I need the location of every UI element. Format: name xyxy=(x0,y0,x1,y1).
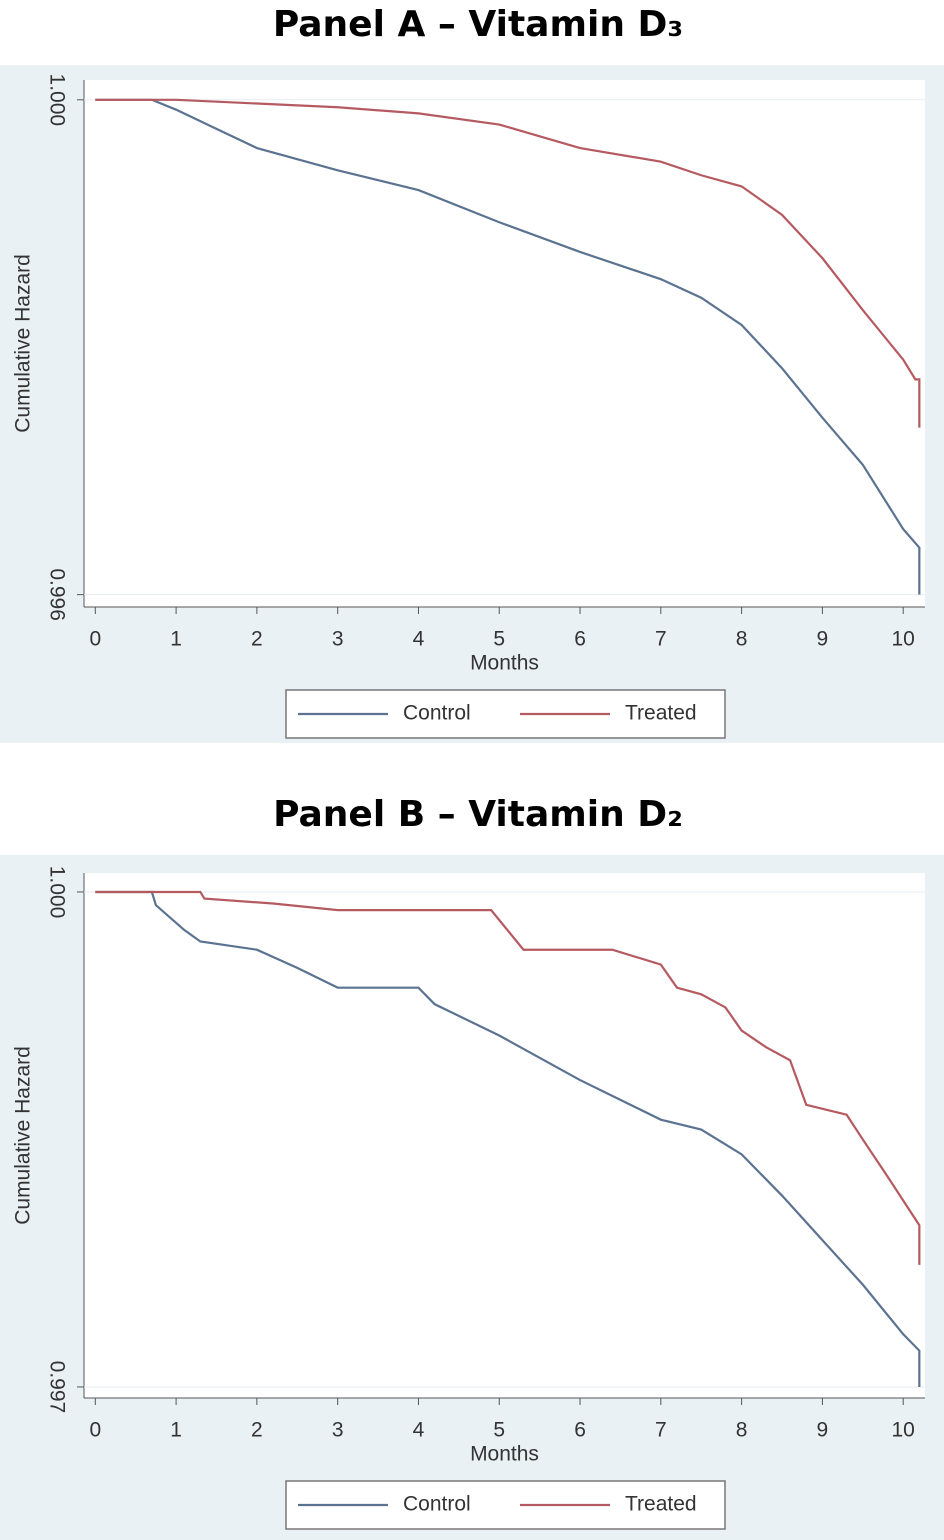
x-tick-label: 3 xyxy=(332,1419,344,1442)
x-tick-label: 4 xyxy=(413,628,425,651)
plot-area xyxy=(84,873,925,1398)
legend-label: Treated xyxy=(625,702,697,725)
legend-label: Treated xyxy=(625,1493,697,1516)
series-line xyxy=(95,890,921,1265)
y-tick-label: 0.997 xyxy=(45,1361,68,1414)
x-tick-label: 7 xyxy=(655,628,667,651)
y-tick-label: 0.996 xyxy=(45,568,68,621)
x-tick-label: 9 xyxy=(817,1419,829,1442)
x-tick-label: 1 xyxy=(170,628,182,651)
plot-area xyxy=(84,80,925,607)
y-axis-label: Cumulative Hazard xyxy=(12,1046,35,1225)
x-tick-label: 10 xyxy=(892,628,915,651)
x-tick-label: 6 xyxy=(574,628,586,651)
chart-title: Panel A – Vitamin D₃ xyxy=(273,4,683,45)
chart-title: Panel B – Vitamin D₂ xyxy=(273,794,683,835)
legend-label: Control xyxy=(403,1493,471,1516)
x-tick-label: 0 xyxy=(89,628,101,651)
x-axis-label: Months xyxy=(470,1443,539,1466)
x-tick-label: 0 xyxy=(89,1419,101,1442)
x-tick-label: 8 xyxy=(736,1419,748,1442)
x-tick-label: 7 xyxy=(655,1419,667,1442)
x-tick-label: 6 xyxy=(574,1419,586,1442)
x-tick-label: 8 xyxy=(736,628,748,651)
y-tick-label: 1.000 xyxy=(45,74,68,127)
x-tick-label: 4 xyxy=(413,1419,425,1442)
x-tick-label: 5 xyxy=(493,1419,505,1442)
y-axis-label: Cumulative Hazard xyxy=(12,254,35,433)
x-tick-label: 10 xyxy=(892,1419,915,1442)
legend-label: Control xyxy=(403,702,471,725)
x-tick-label: 2 xyxy=(251,1419,263,1442)
y-tick-label: 1.000 xyxy=(45,866,68,919)
x-tick-label: 9 xyxy=(817,628,829,651)
series-line xyxy=(95,98,921,595)
x-tick-label: 2 xyxy=(251,628,263,651)
x-axis-label: Months xyxy=(470,652,539,675)
x-tick-label: 5 xyxy=(493,628,505,651)
series-line xyxy=(95,890,921,1387)
series-line xyxy=(95,98,921,428)
x-tick-label: 3 xyxy=(332,628,344,651)
x-tick-label: 1 xyxy=(170,1419,182,1442)
